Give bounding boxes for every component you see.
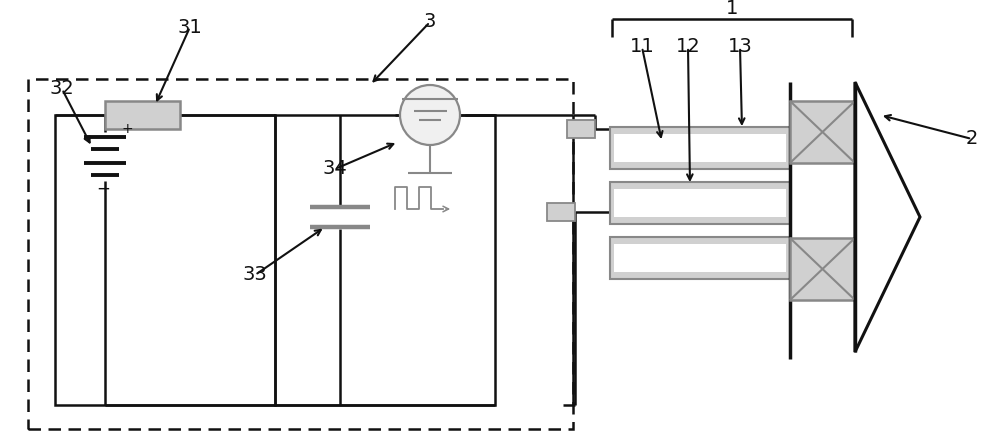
- Text: 34: 34: [323, 160, 347, 178]
- FancyBboxPatch shape: [790, 238, 855, 300]
- Circle shape: [400, 85, 460, 145]
- FancyBboxPatch shape: [790, 101, 855, 163]
- FancyBboxPatch shape: [614, 244, 786, 272]
- Text: −: −: [96, 180, 110, 198]
- Text: 3: 3: [424, 13, 436, 31]
- Text: +: +: [121, 122, 133, 136]
- Text: 2: 2: [966, 129, 978, 149]
- FancyBboxPatch shape: [610, 237, 790, 279]
- Text: 11: 11: [630, 38, 654, 56]
- Text: 33: 33: [243, 266, 267, 284]
- FancyBboxPatch shape: [547, 203, 575, 221]
- Text: 12: 12: [676, 38, 700, 56]
- FancyBboxPatch shape: [610, 182, 790, 224]
- Text: 1: 1: [726, 0, 738, 18]
- FancyBboxPatch shape: [614, 134, 786, 162]
- FancyBboxPatch shape: [567, 120, 595, 138]
- Text: 32: 32: [50, 80, 74, 98]
- Text: 31: 31: [178, 17, 202, 37]
- FancyBboxPatch shape: [105, 101, 180, 129]
- FancyBboxPatch shape: [614, 189, 786, 217]
- FancyBboxPatch shape: [610, 127, 790, 169]
- Text: 13: 13: [728, 38, 752, 56]
